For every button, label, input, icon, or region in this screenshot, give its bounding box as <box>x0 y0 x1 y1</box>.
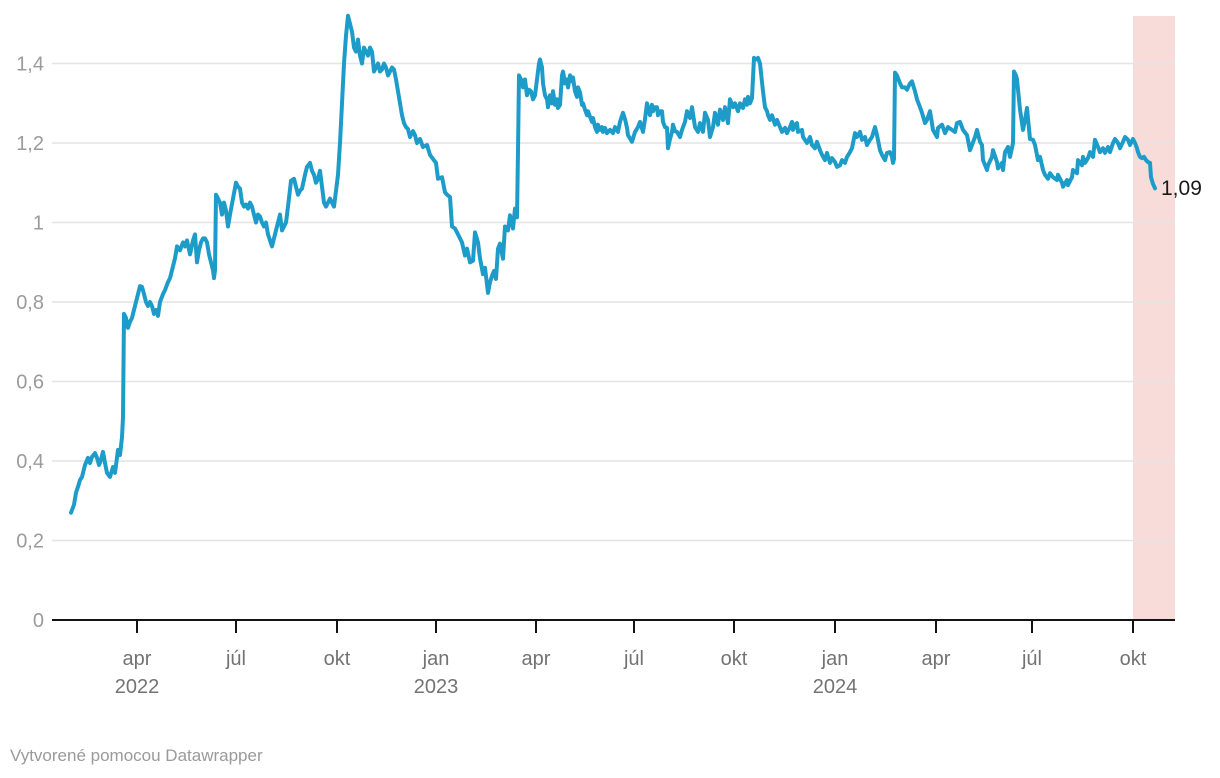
x-axis-month-label: júl <box>225 648 246 670</box>
y-axis-tick-label: 1 <box>33 213 44 235</box>
x-axis-month-label: apr <box>522 648 551 670</box>
x-axis-month-label: okt <box>324 648 351 670</box>
x-axis-month-label: apr <box>922 648 951 670</box>
y-axis-tick-label: 0,4 <box>16 451 44 473</box>
x-axis-month-label: okt <box>721 648 748 670</box>
datawrapper-credit: Vytvorené pomocou Datawrapper <box>10 746 263 765</box>
y-axis-tick-label: 0 <box>33 610 44 632</box>
x-axis-month-label: jan <box>821 648 849 670</box>
x-axis-year-label: 2024 <box>813 676 858 698</box>
x-axis-month-label: apr <box>123 648 152 670</box>
x-axis-year-label: 2022 <box>115 676 160 698</box>
highlight-band <box>1133 16 1175 620</box>
x-axis-month-label: okt <box>1120 648 1147 670</box>
y-axis-tick-label: 0,8 <box>16 292 44 314</box>
y-axis-tick-label: 0,2 <box>16 531 44 553</box>
y-axis-tick-label: 0,6 <box>16 372 44 394</box>
series-line <box>69 13 1157 515</box>
x-axis-month-label: júl <box>623 648 644 670</box>
x-axis-month-label: júl <box>1021 648 1042 670</box>
x-axis-month-label: jan <box>422 648 450 670</box>
y-axis-tick-label: 1,4 <box>16 54 44 76</box>
last-value-label: 1,09 <box>1161 177 1202 200</box>
x-axis-year-label: 2023 <box>414 676 459 698</box>
y-axis-tick-label: 1,2 <box>16 133 44 155</box>
